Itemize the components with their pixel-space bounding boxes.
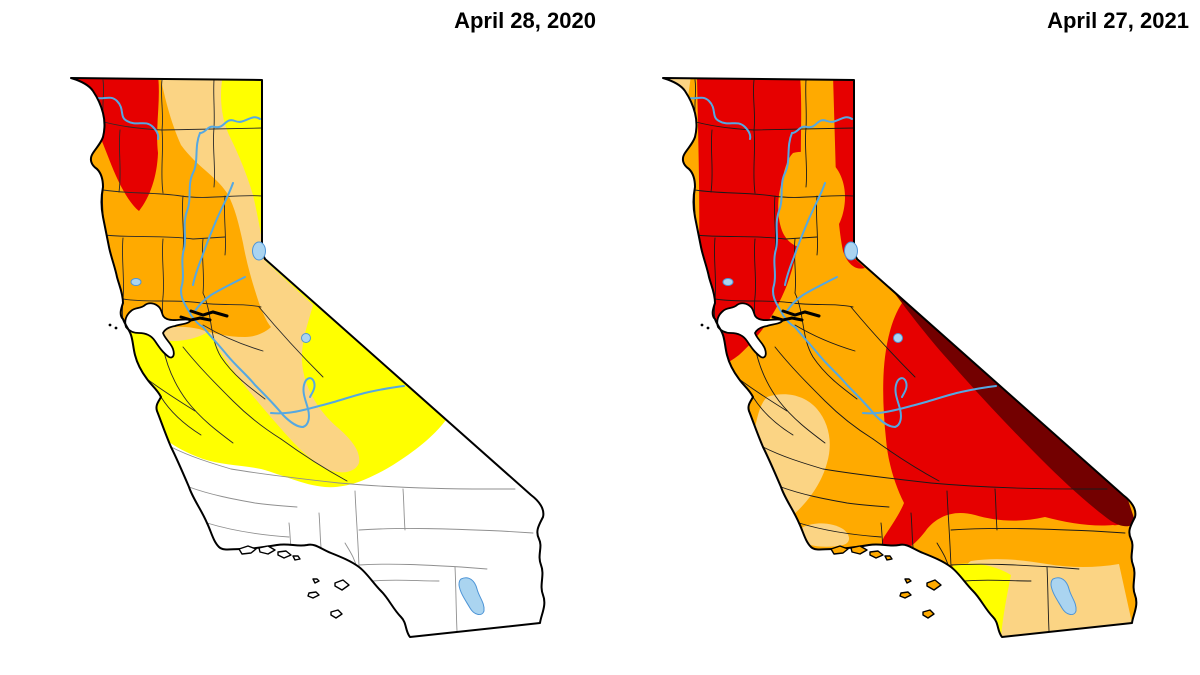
- lake-tahoe: [844, 241, 858, 261]
- drought-region-d4-4: [893, 287, 1135, 527]
- state-border: [662, 77, 1138, 638]
- drought-region-d1-8: [800, 523, 849, 547]
- delta-waterway-1: [179, 315, 212, 322]
- drought-region-d1-4: [71, 161, 78, 243]
- map-2021-svg: [662, 77, 1138, 638]
- lake-clear_lake: [130, 278, 142, 286]
- map-2020-svg: [70, 77, 546, 638]
- lake-mono_lake: [301, 333, 311, 343]
- farallon-island-1: [114, 326, 118, 330]
- lake-mono_lake: [893, 333, 903, 343]
- channel-islands: [830, 545, 942, 619]
- rivers: [90, 94, 405, 428]
- map-title-2020: April 28, 2020: [454, 8, 596, 33]
- drought-region-d3-3: [881, 303, 1125, 554]
- california-drought-map-2021: [655, 75, 1140, 641]
- county-lines-north: [663, 79, 940, 482]
- state-border: [70, 77, 546, 638]
- drought-region-d2-5: [778, 151, 845, 249]
- delta-waterway-0: [781, 309, 821, 318]
- channel-islands: [238, 545, 350, 619]
- california-drought-map-2020: [63, 75, 548, 641]
- farallon-island-0: [700, 323, 704, 327]
- lake-clear_lake: [722, 278, 734, 286]
- county-lines-south: [762, 446, 1126, 632]
- rivers: [682, 94, 997, 428]
- farallon-island-1: [706, 326, 710, 330]
- lake-salton_sea: [458, 577, 485, 616]
- delta-waterway-1: [771, 315, 804, 322]
- san-francisco-bay: [716, 302, 784, 359]
- lake-tahoe: [252, 241, 266, 261]
- delta-waterway-0: [189, 309, 229, 318]
- drought-region-d3-2: [833, 78, 865, 269]
- map-title-2021: April 27, 2021: [1047, 8, 1189, 33]
- farallon-island-0: [108, 323, 112, 327]
- lake-salton_sea: [1050, 577, 1077, 616]
- san-francisco-bay: [124, 302, 192, 359]
